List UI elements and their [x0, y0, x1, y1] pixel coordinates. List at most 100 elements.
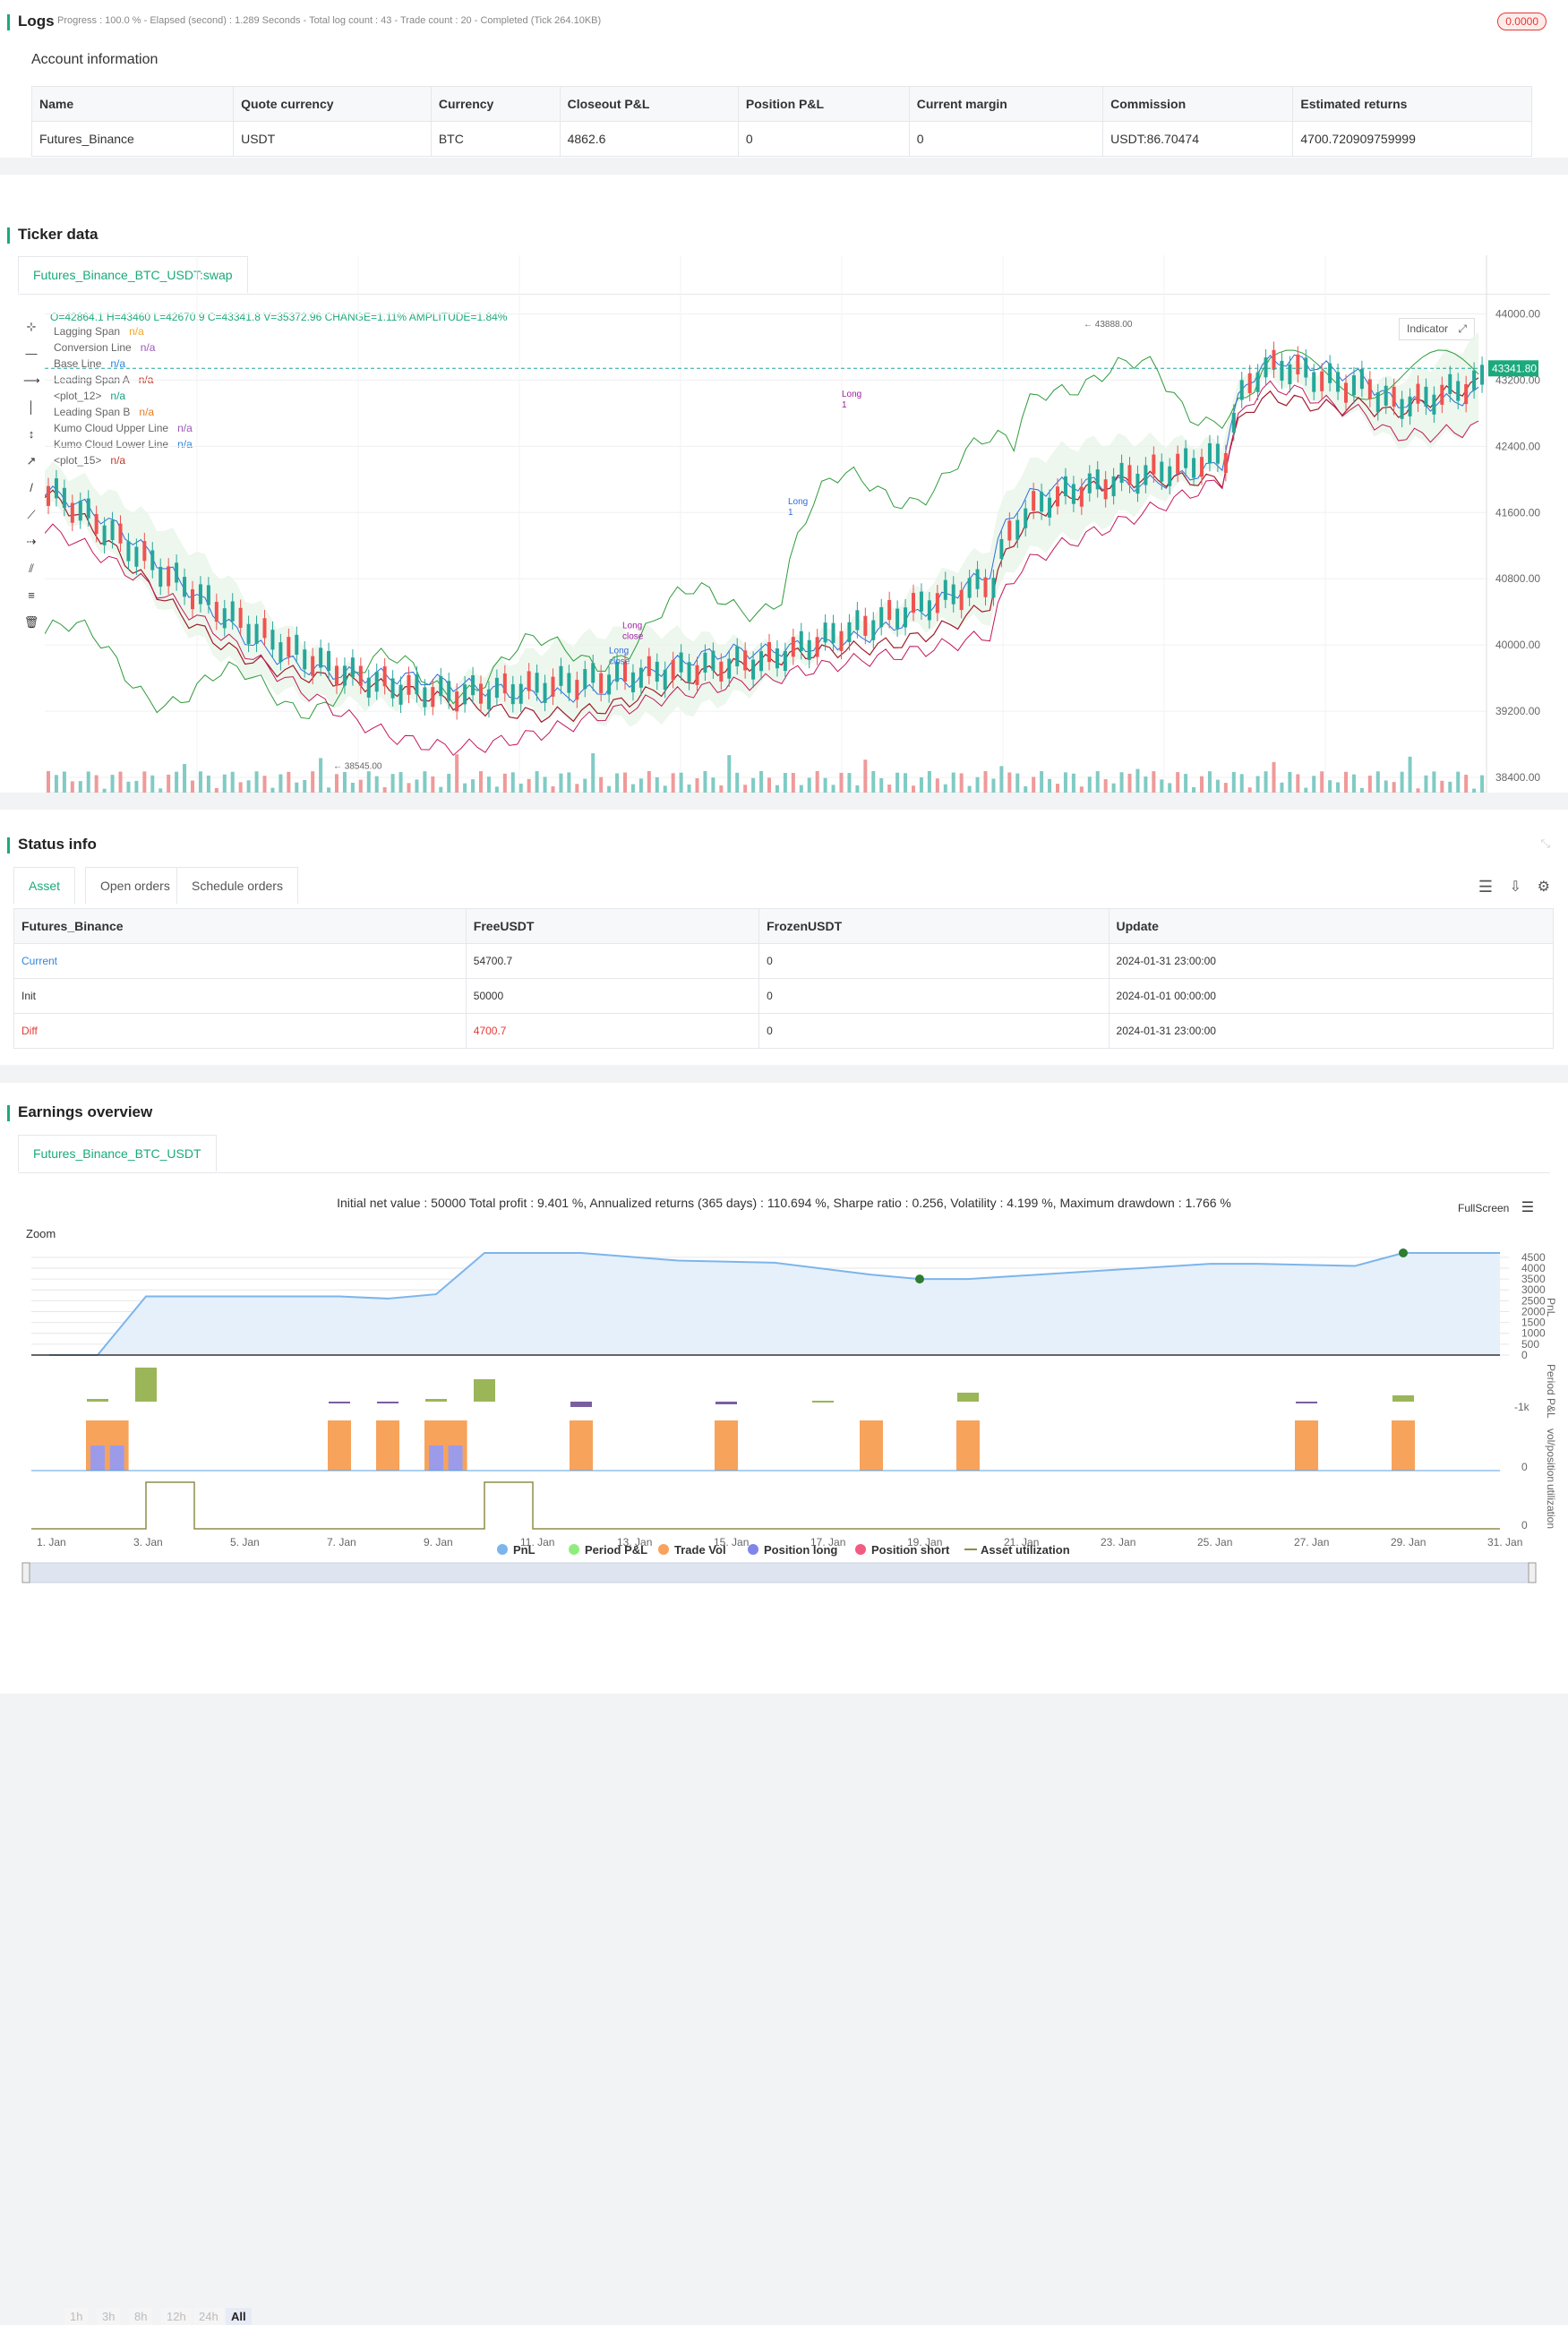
fullscreen-button[interactable]: FullScreen ☰ [1458, 1198, 1534, 1216]
legend-item[interactable]: Kumo Cloud Lower Line n/a [54, 438, 193, 450]
volume-bar [1416, 788, 1420, 793]
volume-bar [1127, 773, 1132, 793]
period-pnl-bar [570, 1402, 592, 1407]
delete-icon[interactable]: 🗑 [23, 615, 39, 629]
legend-label[interactable]: Position long [764, 1543, 837, 1557]
asset-cell: 50000 [465, 978, 760, 1014]
volume-bar [575, 784, 579, 793]
settings-icon[interactable]: ⚙ [1537, 879, 1550, 895]
candle-body [567, 673, 571, 693]
volume-bar [783, 773, 787, 793]
volume-bar [479, 771, 483, 793]
volume-bar [879, 777, 884, 793]
ray-icon[interactable]: ↗ [26, 454, 37, 468]
legend-item[interactable]: Conversion Line n/a [54, 341, 155, 354]
zoom-1h[interactable]: 1h [64, 2308, 89, 2325]
fullscreen-label: FullScreen [1458, 1202, 1510, 1214]
legend-item[interactable]: Base Line n/a [54, 357, 125, 370]
volume-bar [319, 758, 323, 793]
horizontal-line-icon[interactable]: — [25, 347, 38, 360]
legend-label[interactable]: Period P&L [585, 1543, 647, 1557]
navigator-handle-right[interactable] [1528, 1562, 1537, 1583]
legend-value: n/a [110, 357, 126, 370]
period-pnl-bar [329, 1402, 350, 1403]
volume-bar [630, 784, 635, 793]
candle-body [967, 578, 972, 598]
x-tick-label: 11. Jan [520, 1536, 554, 1549]
zoom-3h[interactable]: 3h [97, 2308, 121, 2325]
candle-body [150, 550, 155, 571]
asset-header: FrozenUSDT [758, 908, 1110, 944]
price-line-icon[interactable]: ⇢ [26, 535, 37, 548]
candlestick-chart[interactable]: 44000.00 43200.00 42400.00 41600.00 40800.00… [45, 255, 1567, 793]
candle-body [254, 623, 259, 644]
x-tick-label: 29. Jan [1391, 1536, 1426, 1549]
legend-item[interactable]: Leading Span B n/a [54, 406, 154, 418]
legend-item[interactable]: <plot_15> n/a [54, 454, 125, 467]
candle-body [431, 687, 435, 708]
zoom-All[interactable]: All [226, 2308, 252, 2325]
zoom-12h[interactable]: 12h [161, 2308, 192, 2325]
candle-body [1184, 448, 1188, 468]
ticker-tab[interactable]: Futures_Binance_BTC_USDT:swap [18, 256, 248, 293]
earnings-tab[interactable]: Futures_Binance_BTC_USDT [18, 1135, 217, 1171]
indicator-button[interactable]: Indicator ⤢ [1399, 318, 1475, 340]
fib-icon[interactable]: ≡ [28, 588, 35, 602]
candle-body [879, 607, 884, 628]
candle-body [1144, 465, 1148, 485]
volume-bar [183, 764, 187, 793]
candle-body [118, 523, 123, 544]
collapse-icon[interactable]: ⤡ [1540, 836, 1550, 850]
menu-icon[interactable]: ☰ [1478, 878, 1493, 896]
candle-body [1007, 520, 1012, 541]
volume-bar [175, 771, 179, 793]
volume-bar [1328, 780, 1332, 793]
volume-bar [1296, 774, 1300, 793]
tab-schedule-orders[interactable]: Schedule orders [176, 867, 298, 904]
volume-bar [295, 782, 299, 793]
legend-label[interactable]: Asset utilization [981, 1543, 1070, 1557]
trade-marker-label: close [622, 632, 644, 642]
legend-name: Lagging Span [54, 325, 121, 338]
candle-body [983, 577, 988, 597]
navigator-track[interactable] [21, 1562, 1537, 1583]
horizontal-ray-icon[interactable]: ⟶ [23, 373, 40, 387]
trend-line-icon[interactable]: / [30, 481, 33, 494]
candle-body [904, 607, 908, 628]
candle-body [711, 650, 715, 671]
volume-bar [1351, 774, 1356, 793]
vertical-ray-icon[interactable]: ↕ [28, 427, 35, 441]
vertical-line-icon[interactable]: │ [27, 400, 36, 414]
legend-label[interactable]: Trade Vol [674, 1543, 726, 1557]
axis-title: utilization [1545, 1484, 1557, 1529]
legend-item[interactable]: Lagging Span n/a [54, 325, 144, 338]
extended-line-icon[interactable]: ⟋ [27, 508, 36, 521]
download-icon[interactable]: ⇩ [1509, 879, 1521, 895]
candle-body [1095, 469, 1100, 490]
volume-bar [1384, 780, 1388, 793]
candle-body [791, 637, 795, 657]
tab-asset[interactable]: Asset [13, 867, 76, 904]
legend-label[interactable]: PnL [513, 1543, 536, 1557]
navigator-handle-left[interactable] [21, 1562, 30, 1583]
legend-label[interactable]: Position short [871, 1543, 950, 1557]
candle-body [927, 600, 931, 621]
period-pnl-bar [1296, 1402, 1317, 1403]
volume-bar [1160, 779, 1164, 793]
candle-body [214, 602, 218, 622]
candle-body [1280, 360, 1284, 382]
parallel-channel-icon[interactable]: ⫽ [29, 562, 34, 575]
volume-bar [823, 777, 827, 793]
earnings-chart[interactable]: 450040003500300025002000150010005000PnL-… [0, 1244, 1568, 1694]
zoom-24h[interactable]: 24h [193, 2308, 224, 2325]
candle-body [278, 642, 283, 663]
legend-item[interactable]: Kumo Cloud Upper Line n/a [54, 422, 193, 434]
tab-open-orders[interactable]: Open orders [85, 867, 185, 904]
zoom-8h[interactable]: 8h [129, 2308, 153, 2325]
candle-body [303, 649, 307, 670]
volume-bar [1320, 771, 1324, 793]
utilization-line [31, 1481, 1500, 1530]
crosshair-icon[interactable]: ⊹ [26, 320, 37, 333]
account-title: Account information [31, 52, 159, 67]
legend-item[interactable]: <plot_12> n/a [54, 390, 125, 402]
